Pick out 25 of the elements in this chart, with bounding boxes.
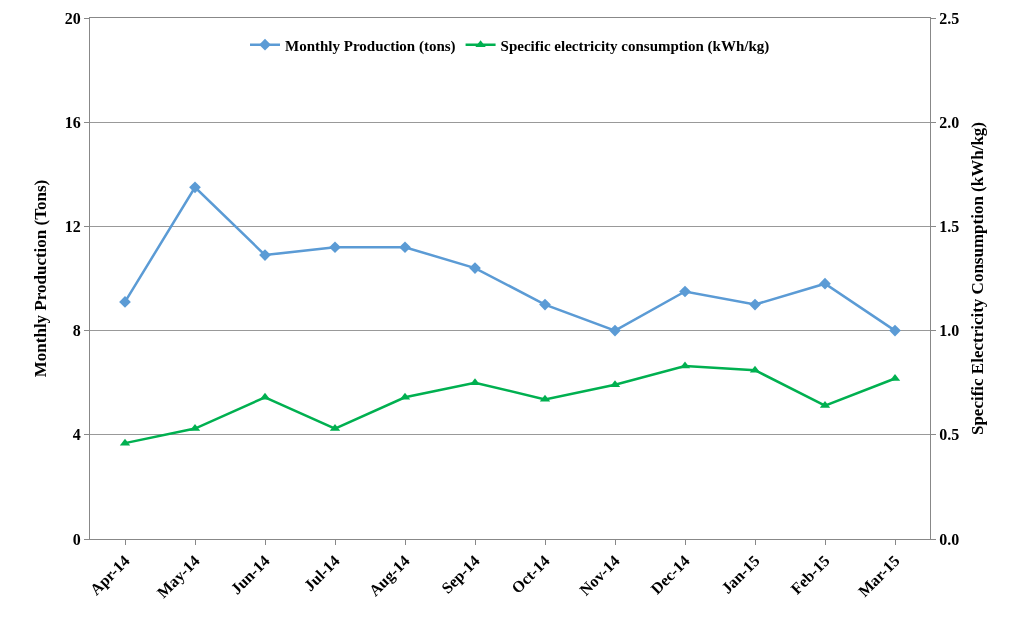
y2-tick-label: 0.0 — [939, 530, 960, 548]
point — [189, 181, 201, 194]
legend-label: Monthly Production (tons) — [285, 37, 456, 55]
point — [609, 324, 621, 337]
y-tick-label: 4 — [72, 426, 81, 444]
point — [399, 241, 411, 254]
point — [329, 241, 341, 254]
point — [749, 298, 761, 311]
y-axis-title: Monthly Production (Tons) — [31, 179, 50, 378]
point — [679, 285, 691, 298]
point — [889, 324, 901, 337]
point — [539, 298, 551, 311]
legend-label: Specific electricity consumption (kWh/kg) — [500, 37, 770, 55]
y-tick-label: 16 — [64, 113, 81, 131]
y-tick-label: 8 — [72, 322, 81, 340]
point — [819, 277, 831, 290]
y2-tick-label: 2.5 — [939, 9, 960, 27]
y2-tick-label: 0.5 — [939, 426, 960, 444]
y2-tick-label: 2.0 — [939, 113, 960, 131]
y-tick-label: 0 — [72, 530, 81, 548]
y2-axis-title: Specific Electricity Consumption (kWh/kg) — [967, 121, 987, 436]
y-tick-label: 12 — [64, 218, 81, 235]
y2-tick-label: 1.5 — [939, 218, 960, 235]
y2-tick-label: 1.0 — [939, 322, 960, 340]
y-tick-label: 20 — [64, 9, 81, 27]
